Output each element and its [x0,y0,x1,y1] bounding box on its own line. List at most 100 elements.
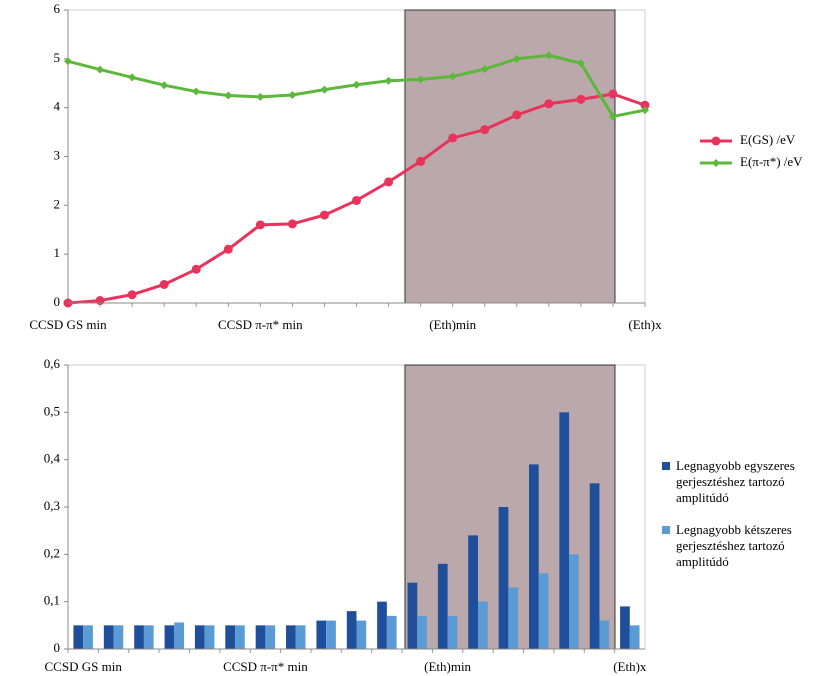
bar [377,601,387,649]
y-tick-label: 0,1 [44,593,60,608]
marker [95,296,105,306]
bar [417,615,427,649]
legend: Legnagyobb egyszeres gerjesztéshez tarto… [662,458,822,586]
marker [640,100,650,110]
bar [235,625,245,649]
marker [448,133,458,143]
marker [352,80,361,89]
bar [134,625,144,649]
bar [599,620,610,649]
bar [468,535,478,649]
marker [288,90,297,99]
marker [320,85,329,94]
bar [356,620,367,649]
y-tick-label: 0 [54,294,61,309]
y-tick-label: 5 [54,50,61,65]
bar [164,625,175,649]
y-tick-label: 0,3 [44,498,60,513]
bar [528,464,539,649]
bar [447,615,458,649]
bar [589,483,600,649]
bar [194,625,205,649]
marker [287,219,297,229]
bar [559,412,570,649]
legend-swatch [662,526,670,534]
bar [477,601,488,649]
bar [569,554,579,649]
marker [416,156,426,166]
marker [256,92,265,101]
x-tick-label: CCSD GS min [45,659,123,674]
bar [225,625,236,649]
y-tick-label: 6 [54,1,61,16]
marker [480,65,489,74]
bar [265,625,276,649]
marker [480,125,490,135]
x-tick-label: (Eth)x [613,659,647,674]
bar [113,625,124,649]
legend-item: Legnagyobb kétszeres gerjesztéshez tarto… [662,522,822,570]
marker [223,244,233,254]
marker [160,81,169,90]
legend-label: Legnagyobb kétszeres gerjesztéshez tarto… [676,522,792,569]
bar [498,507,509,649]
bar [386,615,397,649]
marker [416,75,425,84]
bar [255,625,266,649]
bar [143,625,154,649]
bar [326,620,336,649]
bar [538,573,549,649]
y-tick-label: 3 [54,147,61,162]
marker [159,279,169,289]
legend-swatch [662,462,670,470]
marker [96,65,105,74]
y-tick-label: 0,6 [44,356,61,371]
y-tick-label: 4 [54,99,61,114]
marker [191,264,201,274]
marker [641,106,649,115]
marker [384,177,394,187]
legend-label: E(π-π*) /eV [740,154,803,169]
y-tick-label: 2 [54,196,61,211]
bar [83,625,93,649]
x-tick-label: (Eth)x [628,317,662,332]
legend-label: Legnagyobb egyszeres gerjesztéshez tarto… [676,458,795,505]
legend-marker [711,136,721,146]
marker [64,57,72,66]
bar [316,620,327,649]
marker [608,112,617,121]
bar [73,625,84,649]
bar [407,582,418,649]
bar [629,625,640,649]
x-tick-label: CCSD π-π* min [223,659,308,674]
marker [127,290,137,300]
legend-item: Legnagyobb egyszeres gerjesztéshez tarto… [662,458,822,506]
bar [346,611,357,649]
y-tick-label: 0,2 [44,545,60,560]
legend-marker [712,159,720,167]
bar [295,625,306,649]
y-tick-label: 0,5 [44,403,60,418]
bar [174,622,185,649]
marker [128,73,137,82]
marker [448,72,457,81]
marker [255,220,265,230]
y-tick-label: 1 [54,245,61,260]
bar [620,606,630,649]
marker [352,195,361,205]
bar [437,563,448,649]
marker [512,110,522,120]
marker [544,99,554,109]
marker [192,87,201,96]
bar [286,625,296,649]
marker [224,91,233,100]
marker [319,210,329,220]
y-tick-label: 0,4 [44,451,61,466]
bar [103,625,114,649]
marker [384,76,393,85]
x-tick-label: (Eth)min [424,659,471,674]
marker [512,54,521,63]
legend-label: E(GS) /eV [740,132,796,147]
